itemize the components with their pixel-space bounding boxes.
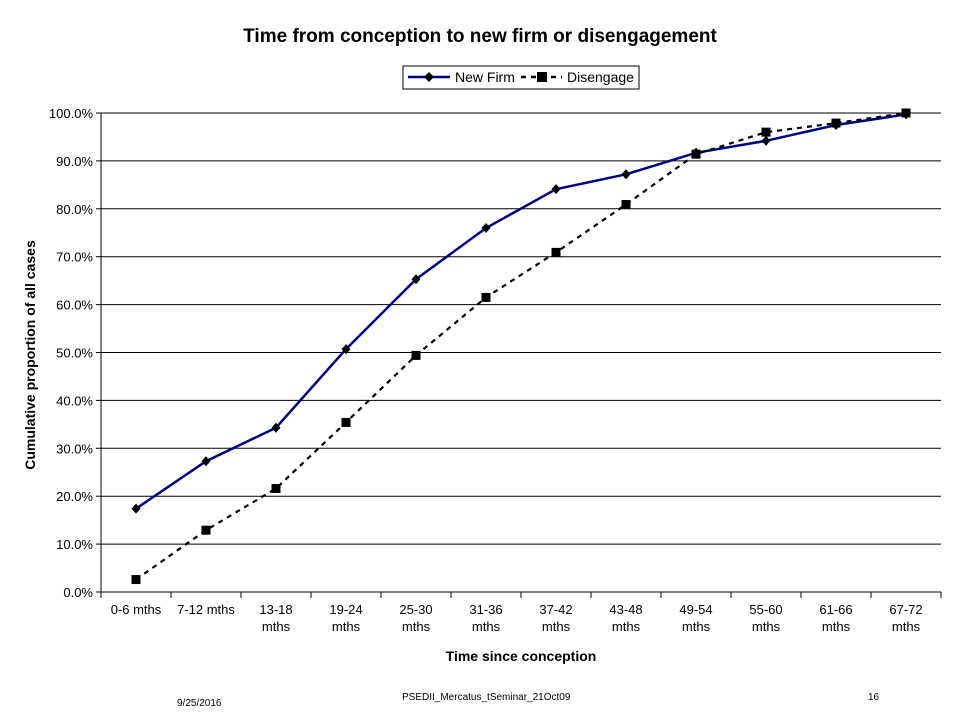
series-point (341, 344, 351, 355)
series-point (411, 274, 421, 285)
y-tick-label: 60.0% (56, 298, 93, 313)
x-tick-label: mths (402, 619, 431, 634)
x-tick-label: 19-24 (329, 602, 362, 617)
x-tick-label: 37-42 (539, 602, 572, 617)
series-point (761, 135, 771, 146)
legend-disengage-label: Disengage (567, 69, 634, 85)
series-point (131, 503, 141, 514)
legend: New Firm Disengage (402, 65, 640, 90)
gridlines (100, 112, 941, 593)
series-point (481, 292, 491, 302)
chart-title: Time from conception to new firm or dise… (243, 26, 717, 47)
series-point (901, 108, 911, 118)
series-point (271, 484, 281, 494)
y-axis-ticks: 0.0% 10.0% 20.0% 30.0% 40.0% 50.0% 60.0% 70.0% 8… (49, 106, 101, 600)
legend-newfirm-marker (424, 72, 434, 82)
series-point (831, 118, 841, 128)
footer-page: 16 (868, 692, 880, 703)
y-tick-label: 10.0% (56, 537, 93, 552)
y-tick-label: 0.0% (63, 585, 93, 600)
x-tick-label: 61-66 (819, 602, 852, 617)
x-axis-title: Time since conception (446, 648, 597, 664)
series-point (201, 525, 211, 535)
legend-disengage-marker (537, 72, 547, 82)
series-point (201, 456, 211, 467)
x-tick-label: mths (612, 619, 641, 634)
x-tick-label: 55-60 (749, 602, 782, 617)
x-tick-label: 13-18 (259, 602, 292, 617)
y-axis-title: Cumulative proportion of all cases (22, 240, 38, 470)
series-line-1 (135, 111, 907, 581)
y-tick-label: 40.0% (56, 393, 93, 408)
x-tick-label: 0-6 mths (111, 602, 162, 617)
x-tick-label: mths (262, 619, 291, 634)
x-tick-label: 31-36 (469, 602, 502, 617)
y-tick-label: 90.0% (56, 154, 93, 169)
y-tick-label: 80.0% (56, 202, 93, 217)
x-tick-label: mths (472, 619, 501, 634)
series-point (271, 422, 281, 433)
series-point (551, 184, 561, 195)
x-tick-label: mths (752, 619, 781, 634)
legend-newfirm-label: New Firm (455, 69, 515, 85)
x-tick-label: 7-12 mths (177, 602, 235, 617)
x-tick-label: 43-48 (609, 602, 642, 617)
series-point (551, 247, 561, 257)
x-tick-label: mths (332, 619, 361, 634)
series-point (341, 417, 351, 427)
series-point (621, 169, 631, 180)
footer-source: PSEDII_Mercatus_tSeminar_21Oct09 (402, 692, 571, 703)
series-point (481, 222, 491, 233)
y-tick-label: 20.0% (56, 489, 93, 504)
series-point (131, 575, 141, 585)
series-line-0 (135, 113, 907, 510)
x-tick-label: mths (822, 619, 851, 634)
series (131, 108, 911, 585)
x-tick-label: mths (542, 619, 571, 634)
y-tick-label: 70.0% (56, 250, 93, 265)
x-tick-label: 67-72 (889, 602, 922, 617)
series-point (621, 199, 631, 209)
series-point (691, 149, 701, 159)
x-axis-ticks: 0-6 mths 7-12 mths 13-18 mths 19-24 mths 25-30… (100, 592, 942, 634)
footer-date: 9/25/2016 (177, 698, 222, 709)
x-tick-label: mths (892, 619, 921, 634)
y-tick-label: 100.0% (49, 106, 94, 121)
series-point (761, 127, 771, 137)
y-tick-label: 50.0% (56, 346, 93, 361)
x-tick-label: 25-30 (399, 602, 432, 617)
x-tick-label: 49-54 (679, 602, 712, 617)
series-point (411, 350, 421, 360)
y-tick-label: 30.0% (56, 441, 93, 456)
x-tick-label: mths (682, 619, 711, 634)
